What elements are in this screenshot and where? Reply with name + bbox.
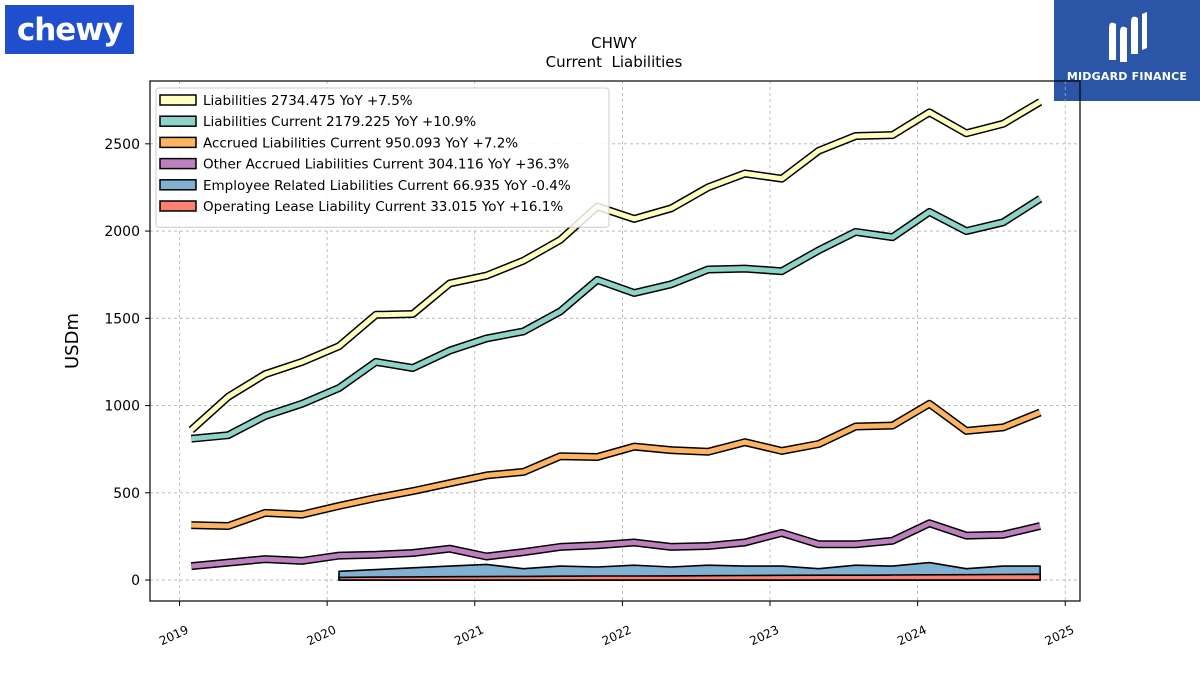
chewy-logo-text: chewy: [16, 11, 123, 48]
y-tick-label: 1000: [104, 399, 140, 415]
series-line-3: [191, 520, 1041, 569]
x-tick-label: 2023: [748, 623, 782, 649]
y-tick-label: 1500: [104, 311, 140, 327]
chart-subtitle: Current Liabilities: [546, 53, 683, 71]
series-line-2: [191, 401, 1042, 529]
series-area-5: [338, 573, 1041, 581]
legend-swatch: [159, 157, 197, 170]
series-outline-2: [191, 399, 1042, 530]
y-axis-label: USDm: [62, 313, 83, 369]
midgard-logo-icon: [1109, 12, 1147, 63]
legend-label: Employee Related Liabilities Current 66.…: [203, 178, 571, 194]
x-tick-label: 2022: [600, 623, 634, 649]
chart-title: CHWY: [591, 34, 638, 52]
series-line-0: [189, 99, 1042, 432]
legend-swatch: [159, 94, 197, 106]
legend-label: Other Accrued Liabilities Current 304.11…: [203, 157, 570, 173]
legend-swatch: [159, 136, 197, 149]
chewy-logo: chewy: [5, 5, 134, 54]
x-tick-label: 2019: [157, 623, 191, 649]
series-outline-1: [190, 195, 1043, 443]
midgard-finance-logo: MIDGARD FINANCE: [1054, 0, 1200, 101]
x-tick-label: 2024: [895, 623, 929, 649]
y-tick-label: 2000: [104, 224, 140, 240]
plot-frame: [149, 80, 1081, 602]
midgard-logo-text: MIDGARD FINANCE: [1066, 70, 1188, 83]
y-tick-label: 0: [131, 573, 140, 589]
legend-label: Accrued Liabilities Current 950.093 YoY …: [203, 135, 518, 151]
legend: Liabilities 2734.475 YoY +7.5% Liabilitie…: [155, 87, 610, 228]
legend-swatch: [159, 115, 197, 127]
x-tick-label: 2020: [305, 623, 339, 649]
series-layer: [188, 98, 1043, 581]
y-tick-label: 2500: [104, 137, 140, 153]
legend-label: Liabilities 2734.475 YoY +7.5%: [203, 93, 413, 109]
y-tick-label: 500: [113, 486, 140, 502]
legend-box: [155, 87, 610, 228]
legend-label: Operating Lease Liability Current 33.015…: [203, 199, 563, 215]
x-tick-label: 2025: [1043, 623, 1077, 649]
x-tick-label: 2021: [452, 623, 486, 649]
legend-label: Liabilities Current 2179.225 YoY +10.9%: [203, 114, 476, 130]
legend-swatch: [159, 179, 197, 191]
legend-swatch: [159, 200, 197, 212]
series-line-1: [191, 196, 1042, 442]
